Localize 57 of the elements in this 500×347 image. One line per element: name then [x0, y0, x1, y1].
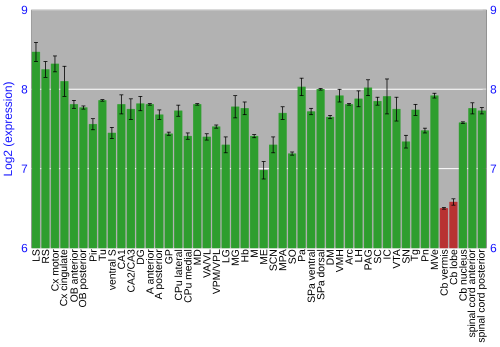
x-tick-label: Hb [240, 250, 249, 262]
x-tick-label: Pn [421, 250, 429, 261]
x-tick-label: Cb lobe [450, 250, 458, 284]
x-tick-label: VTA [392, 249, 400, 268]
y2-tick-label: 9 [490, 6, 496, 14]
y2-tick-label: 8 [490, 84, 496, 94]
y-tick-label: 6 [22, 244, 28, 252]
y2-tick-label: 7 [490, 164, 496, 173]
x-tick-label: SO [288, 250, 296, 264]
x-tick-label: OB posterior [78, 249, 88, 307]
x-tick-label: SC [374, 249, 382, 264]
x-tick-label: Cb nucleus [459, 250, 467, 300]
x-tick-label: CA2/CA3 [127, 250, 135, 292]
y-tick-label: 7 [22, 164, 28, 173]
x-tick-label: OB anterior [70, 249, 78, 302]
x-tick-label: Cx cingulate [60, 250, 70, 306]
x-tick-label: SPa ventral [307, 250, 315, 302]
x-tick-label: CPu medial [184, 250, 192, 302]
x-tick-label: spinal cord anterior [468, 249, 478, 338]
y-tick-label: 8 [22, 84, 28, 94]
x-tick-label: LH [354, 250, 362, 262]
x-tick-label: ventral S [108, 250, 116, 290]
x-tick-label: SPa dorsal [316, 250, 324, 300]
y-axis-title: Log2 (expression) [3, 82, 14, 176]
x-tick-label: ME [260, 250, 268, 264]
x-tick-label: Tg [410, 250, 420, 261]
x-tick-label: MPA [279, 249, 286, 270]
y2-tick-label: 6 [490, 244, 496, 252]
x-tick-label: LS [32, 250, 40, 261]
x-tick-label: M [250, 250, 258, 257]
x-tick-label: Cb vermis [440, 250, 448, 296]
x-tick-label: spinal cord posterior [477, 249, 487, 342]
x-tick-label: MD [194, 250, 201, 264]
x-tick-label: DG [136, 250, 144, 264]
x-tick-label: SCN [269, 250, 277, 271]
x-tick-label: CPu lateral [174, 250, 182, 300]
x-tick-label: VA/VL [202, 249, 211, 278]
x-tick-label: DM [326, 250, 334, 264]
x-tick-label: PAG [364, 250, 372, 270]
x-tick-label: VPM/VPL [212, 249, 220, 294]
x-tick-label: IC [383, 249, 391, 259]
x-tick-label: VMH [336, 250, 344, 272]
x-tick-label: MVe [430, 250, 438, 270]
x-tick-label: CA1 [118, 250, 126, 269]
x-tick-label: Pa [298, 249, 306, 261]
x-tick-label: MG [232, 250, 239, 265]
x-tick-label: GP [165, 250, 172, 264]
x-tick-label: A posterior [154, 249, 164, 300]
x-tick-label: Arc [345, 249, 353, 265]
x-tick-label: Tu [98, 250, 106, 261]
x-tick-label: RS [42, 250, 50, 263]
y-tick-label: 9 [22, 6, 28, 14]
x-tick-label: Pir [89, 249, 97, 261]
x-tick-label: A anterior [146, 249, 154, 294]
x-tick-label: LG [222, 250, 230, 262]
x-tick-label: Cx motor [51, 249, 59, 291]
x-tick-label: SN [402, 250, 410, 264]
